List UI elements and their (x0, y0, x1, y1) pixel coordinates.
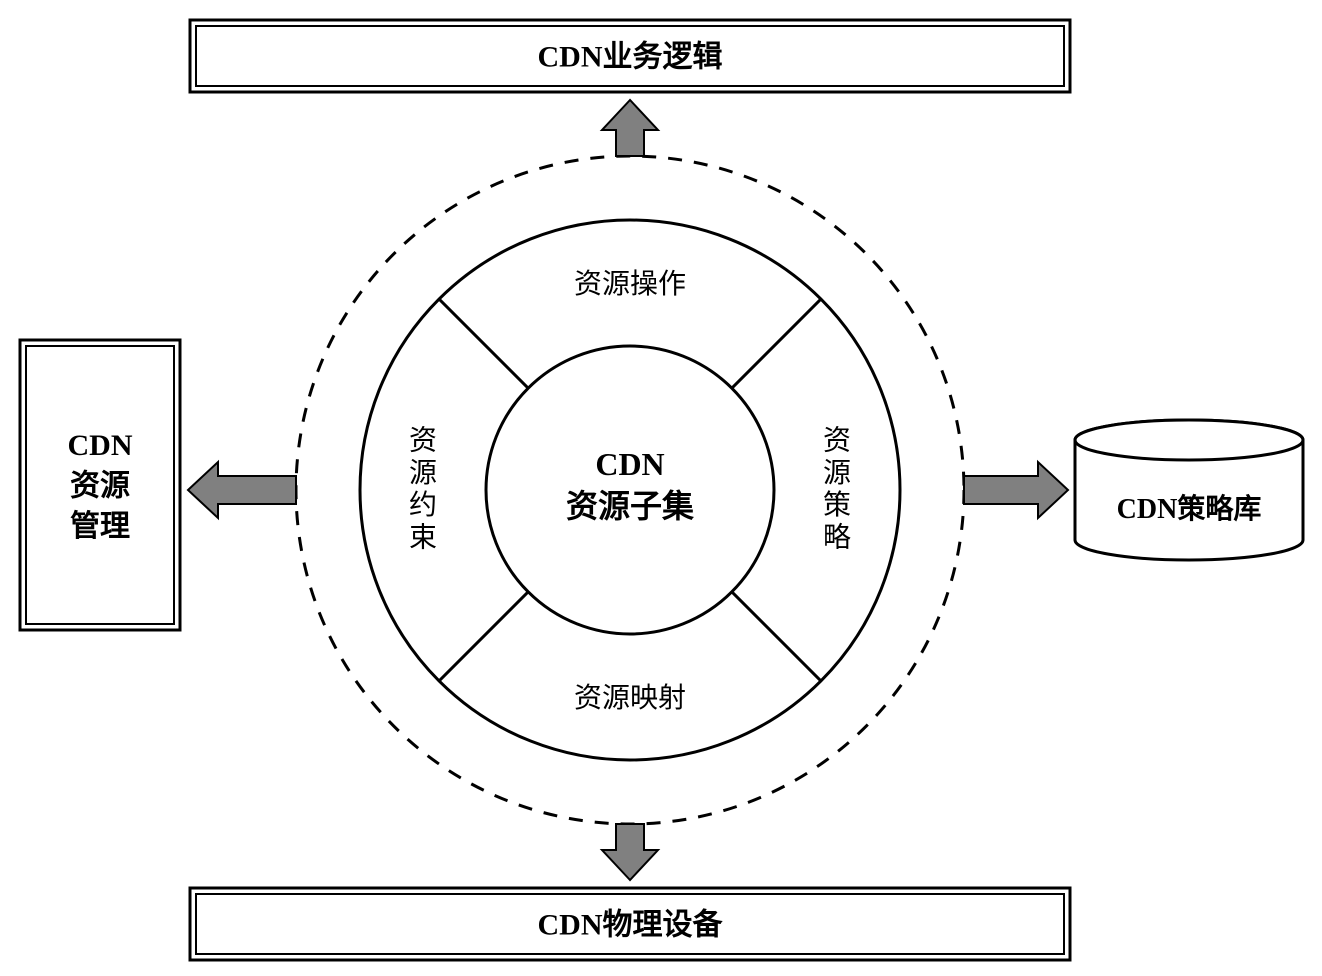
svg-text:CDN策略库: CDN策略库 (1117, 492, 1262, 525)
node-left: CDN资源管理 (20, 340, 180, 630)
svg-text:CDN业务逻辑: CDN业务逻辑 (538, 41, 723, 74)
svg-text:CDN资源管理: CDN资源管理 (68, 429, 133, 543)
arrow-right (964, 462, 1068, 518)
svg-text:资源映射: 资源映射 (574, 682, 686, 714)
node-top: CDN业务逻辑 (190, 20, 1070, 92)
resource-wheel: 资源操作资源映射资源约束资源策略CDN资源子集 (296, 156, 964, 824)
svg-text:资源操作: 资源操作 (574, 268, 686, 300)
arrow-top (602, 100, 658, 156)
node-right: CDN策略库 (1075, 420, 1303, 560)
arrow-left (188, 462, 296, 518)
arrow-bottom (602, 824, 658, 880)
node-bottom: CDN物理设备 (190, 888, 1070, 960)
svg-text:CDN物理设备: CDN物理设备 (538, 908, 724, 942)
